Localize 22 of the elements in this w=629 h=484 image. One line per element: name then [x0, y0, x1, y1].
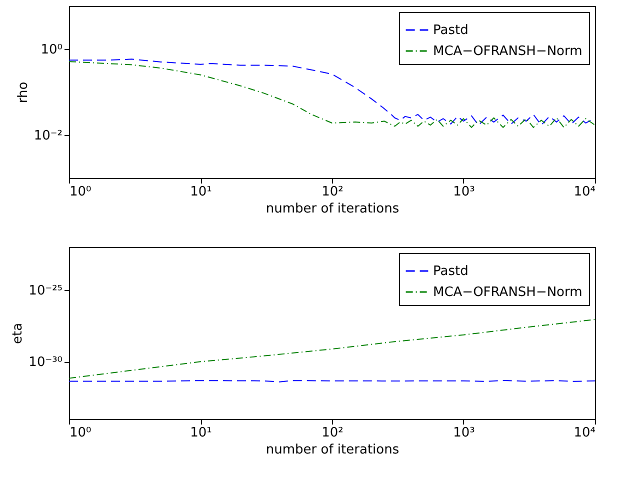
x-tick-label: 10⁴ [574, 184, 596, 200]
x-tick-label: 10¹ [190, 184, 212, 200]
legend-label: MCA−OFRANSH−Norm [433, 285, 582, 300]
x-tick-label: 10³ [453, 184, 475, 200]
x-axis-title: number of iterations [266, 202, 400, 216]
x-axis-title: number of iterations [266, 442, 400, 458]
x-tick-label: 10² [322, 426, 344, 440]
y-tick-label: 10⁰ [40, 42, 62, 58]
legend-label: Pastd [433, 264, 468, 279]
legend-label: Pastd [433, 23, 468, 38]
x-tick-label: 10² [322, 184, 344, 200]
y-tick-label: 10⁻²⁵ [28, 284, 62, 298]
y-tick-label: 10⁻³⁰ [28, 355, 62, 370]
x-tick-label: 10⁰ [70, 426, 92, 440]
x-tick-label: 10¹ [190, 426, 212, 440]
x-tick-label: 10⁰ [70, 184, 92, 200]
legend-label: MCA−OFRANSH−Norm [433, 44, 582, 59]
y-tick-label: 10⁻² [34, 128, 62, 144]
x-tick-label: 10⁴ [574, 426, 596, 440]
y-axis-title: rho [16, 82, 31, 104]
y-axis-title: eta [10, 322, 26, 344]
x-tick-label: 10³ [453, 426, 475, 440]
